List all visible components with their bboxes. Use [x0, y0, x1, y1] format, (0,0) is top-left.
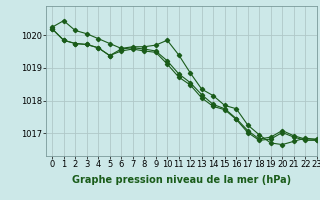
X-axis label: Graphe pression niveau de la mer (hPa): Graphe pression niveau de la mer (hPa): [72, 175, 291, 185]
